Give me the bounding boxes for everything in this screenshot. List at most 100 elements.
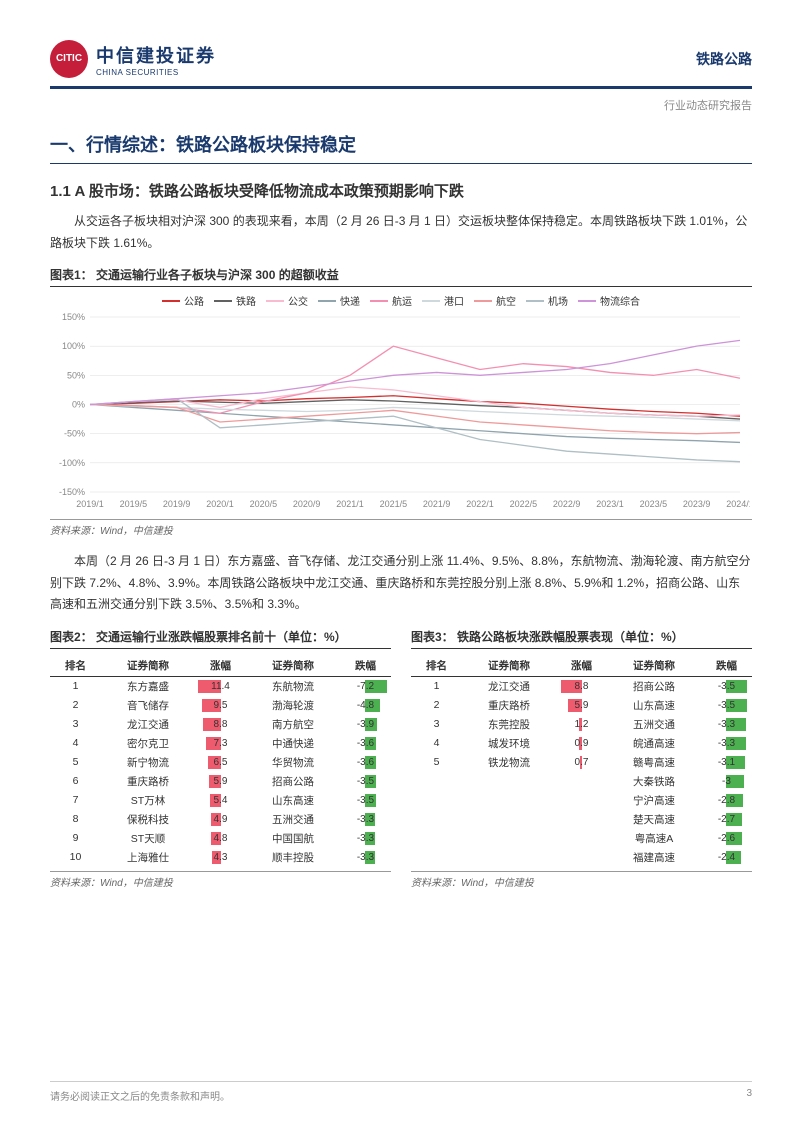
legend-swatch [162,300,180,302]
legend-item: 航空 [474,293,516,308]
subsection-title: 1.1 A 股市场：铁路公路板块受降低物流成本政策预期影响下跌 [50,180,752,201]
table-row: 10上海雅仕4.3顺丰控股-3.3 [50,848,391,867]
dn-bar-cell: -3.3 [340,848,391,867]
legend-label: 物流综合 [600,293,640,308]
up-name-cell: 东方嘉盛 [101,676,195,696]
up-name-cell: 音飞储存 [101,696,195,715]
dn-name-cell: 赣粤高速 [607,753,701,772]
legend-swatch [422,300,440,302]
legend-swatch [318,300,336,302]
legend-label: 公路 [184,293,204,308]
table2-title: 图表2： 交通运输行业涨跌幅股票排名前十（单位：%） [50,628,391,649]
logo: CITIC 中信建投证券 CHINA SECURITIES [50,40,216,78]
dn-name-cell: 华贸物流 [246,753,340,772]
table-row: 3东莞控股1.2五洲交通-3.3 [411,715,752,734]
legend-swatch [266,300,284,302]
chart1: 公路铁路公交快递航运港口航空机场物流综合 -150%-100%-50%0%50%… [50,293,752,515]
svg-text:100%: 100% [62,341,85,351]
up-name-cell: 东莞控股 [462,715,556,734]
up-name-cell: 重庆路桥 [101,772,195,791]
svg-text:2023/5: 2023/5 [640,499,668,509]
dn-name-cell: 楚天高速 [607,810,701,829]
logo-en: CHINA SECURITIES [96,68,216,77]
legend-item: 航运 [370,293,412,308]
legend-label: 港口 [444,293,464,308]
svg-text:-50%: -50% [64,429,85,439]
up-name-cell [462,848,556,867]
legend-item: 公交 [266,293,308,308]
table-header: 涨幅 [556,655,607,677]
rank-cell [411,791,462,810]
table-row: 7ST万林5.4山东高速-3.5 [50,791,391,810]
svg-text:2020/9: 2020/9 [293,499,321,509]
page-footer: 请务必阅读正文之后的免责条款和声明。 3 [50,1081,752,1103]
dn-name-cell: 渤海轮渡 [246,696,340,715]
up-name-cell: ST万林 [101,791,195,810]
legend-label: 公交 [288,293,308,308]
table-header: 证券简称 [101,655,195,677]
svg-text:-100%: -100% [59,458,85,468]
dn-name-cell: 顺丰控股 [246,848,340,867]
rank-cell: 10 [50,848,101,867]
legend-swatch [526,300,544,302]
legend-swatch [474,300,492,302]
rank-cell: 9 [50,829,101,848]
legend-label: 航运 [392,293,412,308]
up-name-cell: 新宁物流 [101,753,195,772]
legend-item: 港口 [422,293,464,308]
up-bar-cell: 4.8 [195,829,246,848]
table-row: 楚天高速-2.7 [411,810,752,829]
table-header: 证券简称 [607,655,701,677]
section-title: 一、行情综述：铁路公路板块保持稳定 [50,131,752,164]
table2: 排名证券简称涨幅证券简称跌幅1东方嘉盛11.4东航物流-7.22音飞储存9.5渤… [50,655,391,867]
table3: 排名证券简称涨幅证券简称跌幅1龙江交通8.8招商公路-3.52重庆路桥5.9山东… [411,655,752,867]
dn-name-cell: 中国国航 [246,829,340,848]
logo-text: 中信建投证券 CHINA SECURITIES [96,42,216,77]
dn-bar-cell: -3.5 [340,791,391,810]
up-bar-cell: 0.7 [556,753,607,772]
table-header: 跌幅 [340,655,391,677]
dn-name-cell: 宁沪高速 [607,791,701,810]
table-header: 排名 [50,655,101,677]
dn-name-cell: 福建高速 [607,848,701,867]
table-row: 福建高速-2.4 [411,848,752,867]
up-name-cell: 上海雅仕 [101,848,195,867]
legend-item: 铁路 [214,293,256,308]
table-row: 大秦铁路-3 [411,772,752,791]
up-name-cell: 城发环境 [462,734,556,753]
chart1-title: 图表1： 交通运输行业各子板块与沪深 300 的超额收益 [50,266,752,287]
dn-name-cell: 粤高速A [607,829,701,848]
header-subtitle: 行业动态研究报告 [50,93,752,113]
dn-bar-cell: -3.3 [340,810,391,829]
up-name-cell [462,772,556,791]
paragraph: 本周（2 月 26 日-3 月 1 日）东方嘉盛、音飞存储、龙江交通分别上涨 1… [50,551,752,616]
dn-bar-cell: -3.5 [701,676,752,696]
svg-text:0%: 0% [72,400,85,410]
dn-name-cell: 招商公路 [607,676,701,696]
up-name-cell: 龙江交通 [462,676,556,696]
dn-bar-cell: -3.9 [340,715,391,734]
rank-cell: 3 [411,715,462,734]
svg-text:2023/1: 2023/1 [596,499,624,509]
up-bar-cell: 7.3 [195,734,246,753]
rank-cell: 6 [50,772,101,791]
dn-name-cell: 大秦铁路 [607,772,701,791]
up-bar-cell: 0.9 [556,734,607,753]
up-name-cell [462,791,556,810]
up-bar-cell: 9.5 [195,696,246,715]
dn-name-cell: 南方航空 [246,715,340,734]
table-header: 涨幅 [195,655,246,677]
svg-text:2019/5: 2019/5 [120,499,148,509]
dn-bar-cell: -3 [701,772,752,791]
svg-text:2022/9: 2022/9 [553,499,581,509]
svg-text:2023/9: 2023/9 [683,499,711,509]
table-row: 2重庆路桥5.9山东高速-3.5 [411,696,752,715]
table-header: 证券简称 [246,655,340,677]
up-bar-cell [556,829,607,848]
dn-bar-cell: -2.6 [701,829,752,848]
dn-bar-cell: -2.8 [701,791,752,810]
up-bar-cell: 5.9 [556,696,607,715]
legend-label: 机场 [548,293,568,308]
up-bar-cell: 6.5 [195,753,246,772]
up-name-cell: 密尔克卫 [101,734,195,753]
